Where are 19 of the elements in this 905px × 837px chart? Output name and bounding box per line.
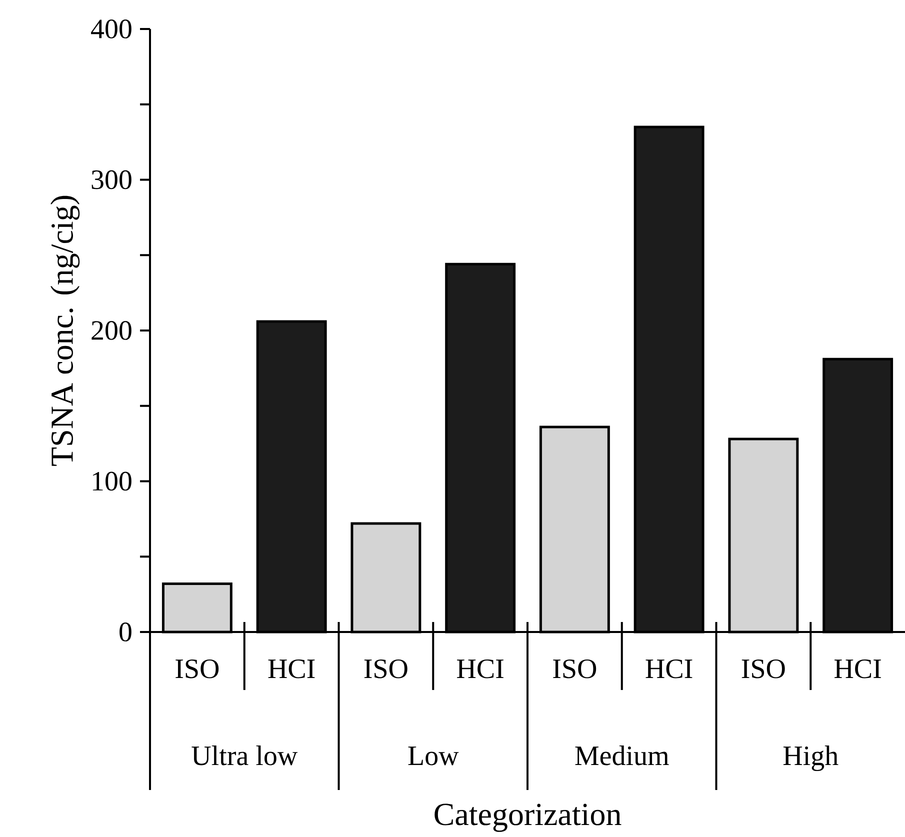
- y-tick-label: 200: [92, 321, 132, 340]
- text: ISO: [364, 659, 408, 678]
- y-axis-title: TSNA conc. (ng/cig): [50, 196, 80, 466]
- text: HCI: [646, 659, 692, 678]
- series-label: HCI: [268, 659, 315, 678]
- y-tick-label: 300: [92, 170, 132, 190]
- y-tick-label: 100: [92, 472, 132, 491]
- x-axis-title: Categorization: [434, 804, 622, 832]
- text: ISO: [553, 659, 596, 678]
- x-tick-label: High: [783, 746, 838, 772]
- series-label: ISO: [176, 659, 219, 678]
- x-tick-label: Low: [408, 746, 459, 766]
- text: HCI: [457, 659, 504, 678]
- x-tick-label: Ultra low: [192, 746, 298, 766]
- text: ISO: [742, 659, 785, 678]
- y-tick-label: 400: [91, 20, 132, 38]
- x-tick-label: Medium: [575, 746, 669, 766]
- y-tick-label: 0: [120, 622, 132, 642]
- text: HCI: [834, 659, 881, 678]
